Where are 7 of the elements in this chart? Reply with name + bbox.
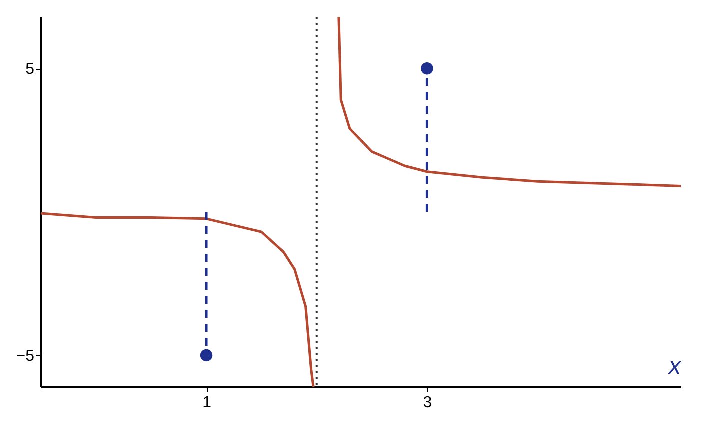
line-series (40, 212, 315, 388)
y-tick-label: −5 (16, 348, 35, 365)
y-tick-label: 5 (26, 61, 35, 78)
x-axis-title: x (668, 353, 682, 380)
x-tick-label: 3 (423, 394, 432, 412)
line-series (338, 16, 682, 188)
x-tick-label: 1 (202, 394, 212, 412)
